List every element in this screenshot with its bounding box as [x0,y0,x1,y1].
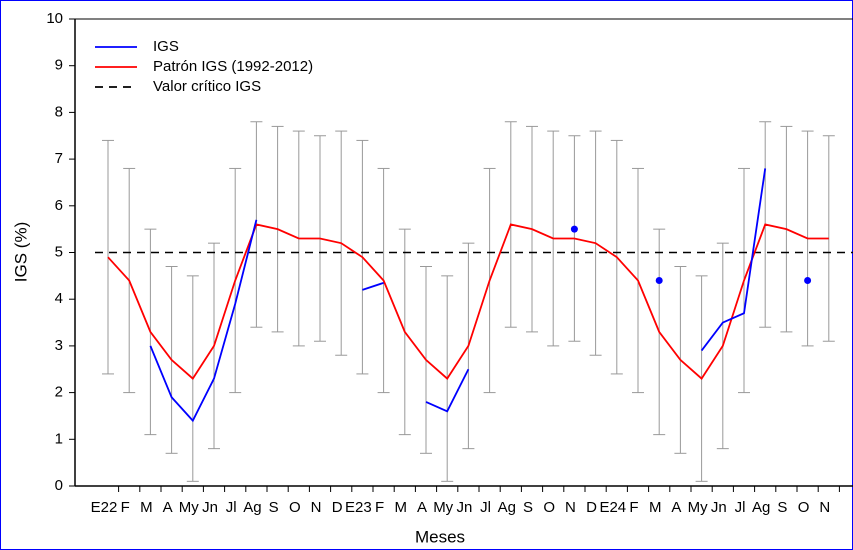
legend-label: Valor crítico IGS [153,78,261,95]
x-tick-label: Ag [498,499,516,516]
y-tick-label: 3 [55,337,63,354]
series-line [362,282,384,291]
legend-label: Patrón IGS (1992-2012) [153,58,313,75]
x-tick-label: Jn [202,499,218,516]
series-line [425,368,470,413]
x-tick-label: Ag [243,499,261,516]
x-tick-label: M [649,499,662,516]
series-line [700,168,767,352]
y-tick-label: 6 [55,197,63,214]
x-tick-label: Jn [711,499,727,516]
x-tick-label: A [417,499,427,516]
series-line [149,219,258,423]
point [655,277,663,285]
x-tick-label: S [777,499,787,516]
x-tick-label: M [140,499,153,516]
x-tick-label: Jl [480,499,491,516]
x-tick-label: S [269,499,279,516]
x-tick-label: E23 [345,499,372,516]
y-tick-label: 0 [55,477,63,494]
x-tick-label: D [586,499,597,516]
y-tick-label: 8 [55,103,63,120]
x-tick-label: My [179,499,199,516]
y-tick-label: 4 [55,290,63,307]
x-tick-label: O [798,499,810,516]
x-axis-label: Meses [415,527,465,546]
x-tick-label: My [688,499,708,516]
y-tick-label: 2 [55,384,63,401]
x-tick-label: Jl [226,499,237,516]
x-tick-label: My [433,499,453,516]
x-tick-label: O [289,499,301,516]
point [570,225,578,233]
x-tick-label: D [332,499,343,516]
y-tick-label: 10 [46,10,63,27]
x-tick-label: F [375,499,384,516]
x-tick-label: N [565,499,576,516]
x-tick-label: A [163,499,173,516]
legend-label: IGS [153,38,179,55]
point [804,277,812,285]
x-tick-label: Jn [456,499,472,516]
x-tick-label: O [543,499,555,516]
y-tick-label: 5 [55,243,63,260]
x-tick-label: M [395,499,408,516]
x-tick-label: F [629,499,638,516]
y-tick-label: 1 [55,430,63,447]
x-tick-label: E22 [91,499,118,516]
x-tick-label: A [671,499,681,516]
x-tick-label: N [819,499,830,516]
x-tick-label: Jl [735,499,746,516]
y-tick-label: 9 [55,57,63,74]
x-tick-label: Ag [752,499,770,516]
x-tick-label: E24 [599,499,626,516]
y-tick-label: 7 [55,150,63,167]
x-tick-label: F [121,499,130,516]
series-line [107,223,829,380]
x-tick-label: N [311,499,322,516]
x-tick-label: S [523,499,533,516]
y-axis-label: IGS (%) [11,222,30,282]
